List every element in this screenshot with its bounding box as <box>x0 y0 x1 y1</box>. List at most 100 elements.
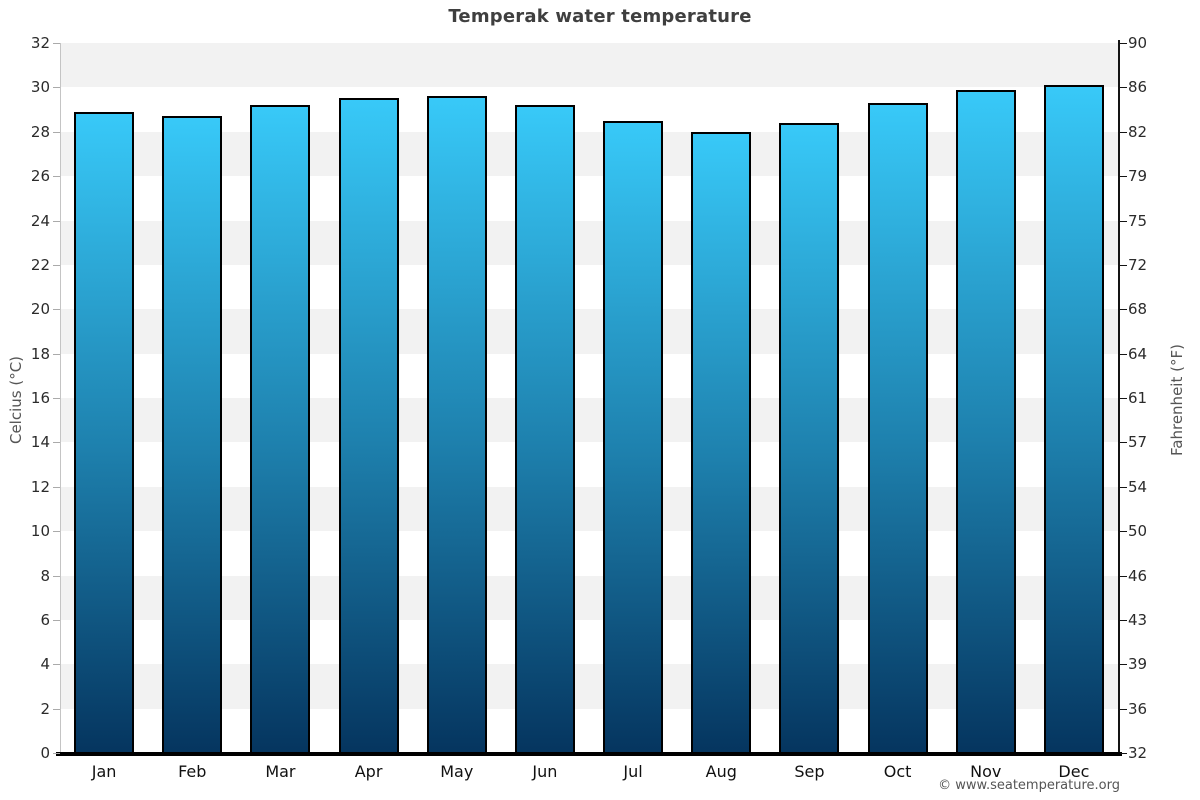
celsius-tick-28: 28 <box>30 122 50 141</box>
grid-band <box>60 664 1118 709</box>
bar-may <box>426 96 487 753</box>
celsius-tick-14: 14 <box>30 433 50 452</box>
celsius-tick-mark <box>53 353 60 355</box>
grid-band <box>60 708 1118 753</box>
fahrenheit-tick-mark <box>1120 531 1127 533</box>
month-label-may: May <box>440 762 474 781</box>
fahrenheit-axis-title: Fahrenheit (°F) <box>1168 344 1186 456</box>
celsius-tick-22: 22 <box>30 255 50 274</box>
celsius-axis-line <box>60 43 61 753</box>
bar-oct <box>867 103 928 753</box>
month-label-oct: Oct <box>883 762 912 781</box>
grid-band <box>60 486 1118 532</box>
month-label-sep: Sep <box>794 762 825 781</box>
celsius-tick-mark <box>53 486 60 488</box>
fahrenheit-tick-32: 32 <box>1128 744 1148 762</box>
fahrenheit-tick-mark <box>1120 43 1127 44</box>
celsius-tick-mark <box>53 619 60 621</box>
fahrenheit-tick-46: 46 <box>1128 566 1148 585</box>
grid-band <box>60 264 1118 310</box>
bar-feb <box>162 116 223 753</box>
month-label-feb: Feb <box>178 762 207 781</box>
fahrenheit-tick-54: 54 <box>1128 477 1148 496</box>
fahrenheit-tick-50: 50 <box>1128 522 1148 541</box>
month-label-jul: Jul <box>623 762 643 781</box>
fahrenheit-tick-68: 68 <box>1128 300 1148 319</box>
month-label-nov: Nov <box>970 762 1002 781</box>
bar-dec <box>1043 85 1104 753</box>
month-label-aug: Aug <box>705 762 737 781</box>
celsius-tick-mark <box>53 442 60 444</box>
celsius-tick-mark <box>53 220 60 222</box>
fahrenheit-tick-mark <box>1120 220 1127 222</box>
celsius-tick-2: 2 <box>40 699 50 718</box>
chart-title: Temperak water temperature <box>448 6 752 27</box>
celsius-tick-18: 18 <box>30 344 50 363</box>
plot-area <box>60 43 1118 753</box>
grid-band <box>60 131 1118 177</box>
celsius-tick-10: 10 <box>30 522 50 541</box>
celsius-tick-mark <box>53 176 60 178</box>
bar-apr <box>338 98 399 753</box>
celsius-tick-mark <box>53 264 60 266</box>
month-label-jun: Jun <box>532 762 558 781</box>
fahrenheit-tick-mark <box>1120 87 1127 89</box>
fahrenheit-tick-mark <box>1120 309 1127 311</box>
grid-band <box>60 220 1118 265</box>
fahrenheit-tick-mark <box>1120 131 1127 133</box>
celsius-tick-32: 32 <box>30 34 50 52</box>
month-label-apr: Apr <box>354 762 383 781</box>
bar-mar <box>250 105 311 753</box>
copyright-attribution: © www.seatemperature.org <box>938 778 1120 793</box>
fahrenheit-tick-64: 64 <box>1128 344 1148 363</box>
fahrenheit-tick-mark <box>1120 575 1127 577</box>
celsius-tick-mark <box>53 87 60 89</box>
celsius-tick-30: 30 <box>30 78 50 97</box>
fahrenheit-tick-82: 82 <box>1128 122 1148 141</box>
month-label-jan: Jan <box>91 762 117 781</box>
bar-aug <box>691 132 752 753</box>
celsius-tick-mark <box>53 708 60 710</box>
celsius-tick-4: 4 <box>40 655 50 674</box>
bar-jul <box>603 121 664 753</box>
grid-band <box>60 531 1118 576</box>
grid-band <box>60 43 1118 88</box>
fahrenheit-tick-mark <box>1120 264 1127 266</box>
celsius-tick-mark <box>53 575 60 577</box>
grid-band <box>60 353 1118 398</box>
celsius-tick-mark <box>53 309 60 311</box>
x-axis-line <box>56 752 1122 756</box>
celsius-tick-mark <box>53 531 60 533</box>
fahrenheit-tick-72: 72 <box>1128 255 1148 274</box>
month-label-mar: Mar <box>265 762 296 781</box>
celsius-tick-mark <box>53 398 60 399</box>
fahrenheit-tick-57: 57 <box>1128 433 1148 452</box>
fahrenheit-tick-61: 61 <box>1128 389 1148 407</box>
bar-nov <box>955 90 1016 753</box>
fahrenheit-tick-36: 36 <box>1128 699 1148 718</box>
celsius-tick-mark <box>53 753 60 754</box>
celsius-tick-0: 0 <box>40 744 50 762</box>
celsius-tick-mark <box>53 43 60 44</box>
fahrenheit-axis-line <box>1118 40 1120 754</box>
fahrenheit-tick-mark <box>1120 353 1127 355</box>
celsius-tick-24: 24 <box>30 211 50 230</box>
fahrenheit-tick-75: 75 <box>1128 211 1148 230</box>
fahrenheit-tick-mark <box>1120 708 1127 710</box>
fahrenheit-tick-mark <box>1120 619 1127 621</box>
fahrenheit-tick-mark <box>1120 664 1127 666</box>
fahrenheit-tick-mark <box>1120 398 1127 399</box>
celsius-tick-16: 16 <box>30 389 50 407</box>
grid-band <box>60 619 1118 665</box>
grid-band <box>60 87 1118 132</box>
fahrenheit-tick-39: 39 <box>1128 655 1148 674</box>
celsius-tick-8: 8 <box>40 566 50 585</box>
grid-band <box>60 575 1118 620</box>
grid-band <box>60 309 1118 354</box>
celsius-tick-20: 20 <box>30 300 50 319</box>
fahrenheit-tick-79: 79 <box>1128 167 1148 186</box>
celsius-tick-mark <box>53 131 60 133</box>
fahrenheit-tick-86: 86 <box>1128 78 1148 97</box>
celsius-tick-6: 6 <box>40 610 50 629</box>
celsius-tick-12: 12 <box>30 477 50 496</box>
